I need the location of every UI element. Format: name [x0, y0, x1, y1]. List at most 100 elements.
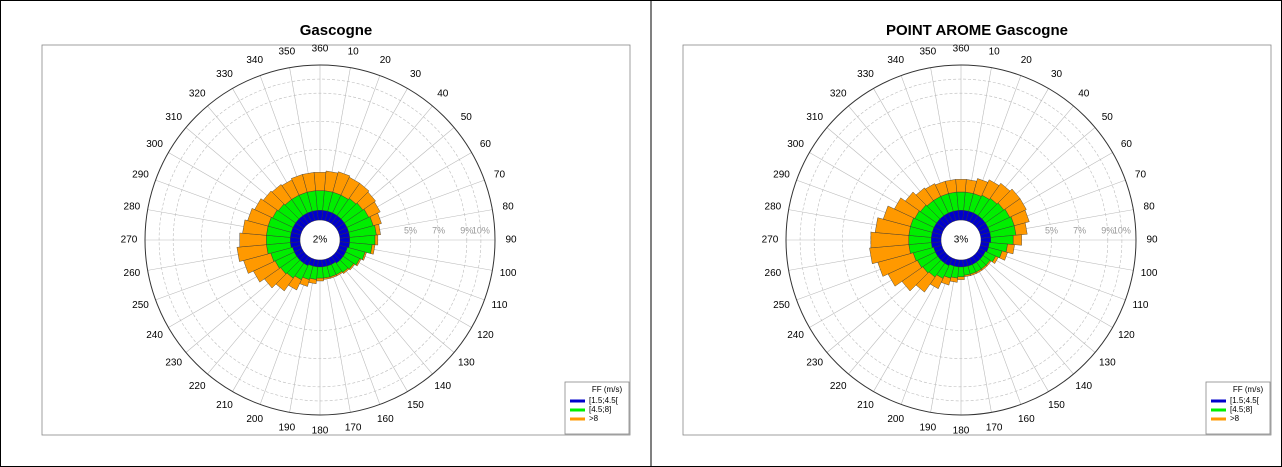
direction-label: 60 — [1121, 139, 1133, 150]
direction-label: 20 — [1021, 55, 1033, 66]
direction-label: 100 — [500, 268, 517, 279]
direction-label: 280 — [765, 201, 782, 212]
direction-label: 80 — [503, 201, 515, 212]
wedge — [315, 190, 325, 211]
direction-label: 120 — [1118, 330, 1135, 341]
wedge — [342, 267, 350, 274]
wedge — [1005, 243, 1015, 255]
legend-box — [564, 381, 630, 435]
legend-label: >8 — [589, 414, 599, 423]
direction-label: 130 — [458, 357, 475, 368]
spoke — [323, 259, 351, 413]
wedge — [956, 191, 966, 211]
wedge — [1010, 209, 1030, 226]
direction-label: 310 — [165, 112, 182, 123]
wedge — [999, 250, 1008, 261]
wedge — [262, 190, 285, 212]
direction-label: 150 — [407, 400, 424, 411]
direction-label: 50 — [461, 112, 473, 123]
wedge — [894, 197, 920, 219]
direction-label: 180 — [953, 426, 970, 437]
direction-label: 320 — [830, 88, 847, 99]
wedge — [242, 219, 269, 236]
radial-tick-label: 10% — [472, 225, 490, 235]
wedge — [955, 179, 967, 193]
plot-frame — [682, 44, 1272, 436]
direction-label: 80 — [1144, 201, 1156, 212]
wedge — [317, 210, 323, 221]
calm-circle — [943, 222, 979, 258]
direction-label: 180 — [312, 426, 329, 437]
wedge — [958, 210, 964, 221]
grid-circle — [813, 92, 1109, 388]
direction-label: 360 — [312, 44, 329, 55]
wedge — [1004, 198, 1027, 218]
direction-label: 350 — [278, 47, 295, 58]
direction-label: 210 — [216, 400, 233, 411]
wedge — [271, 184, 292, 206]
wedge — [915, 187, 934, 207]
direction-label: 260 — [765, 268, 782, 279]
direction-label: 360 — [953, 44, 970, 55]
spoke — [930, 259, 958, 413]
direction-label: 140 — [434, 381, 451, 392]
calm-label: 3% — [954, 235, 969, 246]
wedge — [370, 244, 376, 255]
direction-label: 10 — [989, 47, 1001, 58]
grid-circle — [842, 121, 1080, 359]
direction-label: 190 — [278, 423, 295, 434]
legend-label: [1.5;4.5[ — [1230, 396, 1260, 405]
wedge — [313, 172, 327, 191]
spoke — [329, 257, 408, 392]
outer-circle — [785, 64, 1137, 416]
direction-label: 320 — [189, 88, 206, 99]
spoke — [337, 249, 472, 328]
legend-label: [1.5;4.5[ — [589, 396, 619, 405]
wedge — [348, 182, 370, 205]
spoke — [289, 259, 317, 413]
legend-title: FF (m/s) — [1233, 385, 1264, 394]
spoke — [335, 252, 455, 353]
direction-label: 220 — [189, 381, 206, 392]
legend-box — [1205, 381, 1271, 435]
wedge — [356, 191, 376, 211]
wedge — [905, 191, 927, 212]
spoke — [978, 249, 1113, 328]
direction-label: 300 — [787, 139, 804, 150]
wedge — [254, 198, 278, 219]
direction-label: 200 — [246, 414, 263, 425]
direction-label: 110 — [492, 300, 508, 311]
wedge — [992, 255, 999, 264]
grid-circle — [799, 78, 1123, 402]
spoke — [332, 255, 433, 375]
spoke — [973, 255, 1074, 375]
direction-label: 340 — [887, 55, 904, 66]
direction-label: 270 — [762, 235, 779, 246]
wedge — [355, 258, 362, 267]
direction-label: 310 — [806, 112, 823, 123]
outer-circle — [144, 64, 496, 416]
wedge — [348, 263, 356, 271]
radial-tick-label: 10% — [1113, 225, 1131, 235]
direction-label: 240 — [787, 330, 804, 341]
direction-label: 40 — [437, 88, 449, 99]
plot-frame — [41, 44, 631, 436]
direction-label: 90 — [505, 235, 517, 246]
direction-label: 190 — [919, 423, 936, 434]
direction-label: 250 — [773, 300, 790, 311]
wedge — [316, 277, 324, 282]
radial-tick-label: 9% — [1101, 225, 1114, 235]
direction-label: 30 — [410, 69, 422, 80]
direction-label: 230 — [806, 357, 823, 368]
direction-label: 210 — [857, 400, 874, 411]
radial-tick-label: 9% — [460, 225, 473, 235]
wedge — [239, 232, 267, 248]
direction-label: 30 — [1051, 69, 1063, 80]
calm-label: 2% — [313, 235, 328, 246]
wedge — [957, 266, 965, 277]
spoke — [970, 257, 1049, 392]
radial-tick-label: 7% — [1073, 225, 1086, 235]
grid-circle — [158, 78, 482, 402]
legend-label: [4.5;8] — [589, 405, 611, 414]
